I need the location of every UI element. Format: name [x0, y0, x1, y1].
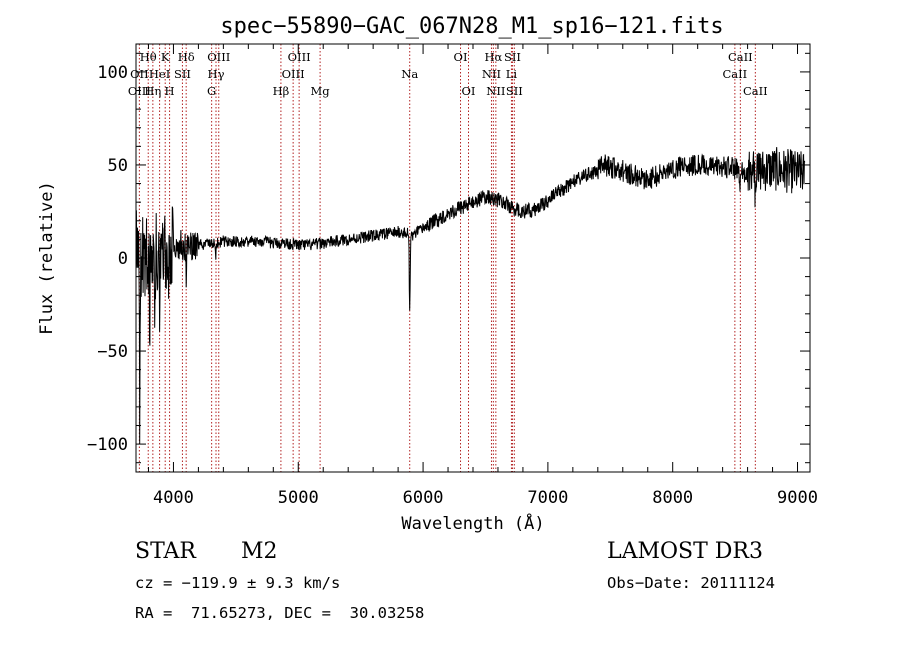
y-tick-label-3: 50	[108, 156, 128, 176]
spectrum-chart: spec−55890−GAC_067N28_M1_sp16−121.fits H…	[37, 14, 818, 534]
line-label-16: Li	[506, 67, 518, 81]
line-label-17: CaII	[722, 67, 747, 81]
line-label-7: SII	[504, 50, 521, 64]
x-tick-label-1: 5000	[278, 488, 319, 508]
line-label-19: Hη	[144, 84, 161, 98]
line-label-25: NII	[486, 84, 505, 98]
line-label-4: OIII	[288, 50, 311, 64]
line-label-20: H	[165, 84, 175, 98]
x-axis-ticks: 4000 5000 6000 7000 8000 9000	[147, 44, 818, 508]
line-label-12: Hγ	[208, 67, 225, 81]
y-axis-label: Flux (relative)	[37, 181, 57, 335]
line-label-6: Hα	[484, 50, 502, 64]
y-axis-ticks: −100 −50 0 50 100	[87, 52, 810, 464]
line-label-3: OIII	[207, 50, 230, 64]
line-label-11: SII	[174, 67, 191, 81]
line-label-0: Hθ	[140, 50, 157, 64]
spectrum-trace	[135, 147, 806, 444]
x-tick-label-2: 6000	[403, 488, 444, 508]
line-label-15: NII	[482, 67, 501, 81]
object-type: STAR	[135, 539, 196, 564]
line-label-8: CaII	[728, 50, 753, 64]
y-tick-label-1: −50	[97, 342, 128, 362]
plot-frame	[135, 43, 811, 473]
y-tick-label-0: −100	[87, 435, 128, 455]
spectral-line-markers	[138, 44, 756, 472]
line-label-1: K	[161, 50, 170, 64]
x-tick-label-5: 9000	[777, 488, 818, 508]
redshift-cz: cz = −119.9 ± 9.3 km/s	[135, 574, 341, 592]
coordinates: RA = 71.65273, DEC = 30.03258	[135, 604, 425, 622]
line-label-9: OII	[130, 67, 149, 81]
y-tick-label-4: 100	[97, 63, 128, 83]
x-tick-label-4: 8000	[652, 488, 693, 508]
x-axis-label: Wavelength (Å)	[401, 512, 544, 534]
line-label-5: OI	[454, 50, 468, 64]
survey-name: LAMOST DR3	[607, 539, 763, 564]
chart-title: spec−55890−GAC_067N28_M1_sp16−121.fits	[220, 14, 723, 39]
x-tick-label-0: 4000	[153, 488, 194, 508]
line-label-21: G	[207, 84, 216, 98]
line-label-24: OI	[462, 84, 476, 98]
object-subclass: M2	[241, 539, 278, 564]
line-label-22: Hβ	[273, 84, 290, 98]
y-tick-label-2: 0	[118, 249, 128, 269]
line-label-14: Na	[401, 67, 418, 81]
line-label-10: HeI	[149, 67, 170, 81]
line-label-23: Mg	[311, 84, 331, 98]
observation-date: Obs−Date: 20111124	[607, 574, 775, 592]
line-label-13: OIII	[282, 67, 305, 81]
line-label-27: CaII	[743, 84, 768, 98]
line-label-26: SII	[506, 84, 523, 98]
x-tick-label-3: 7000	[527, 488, 568, 508]
line-label-2: Hδ	[178, 50, 195, 64]
